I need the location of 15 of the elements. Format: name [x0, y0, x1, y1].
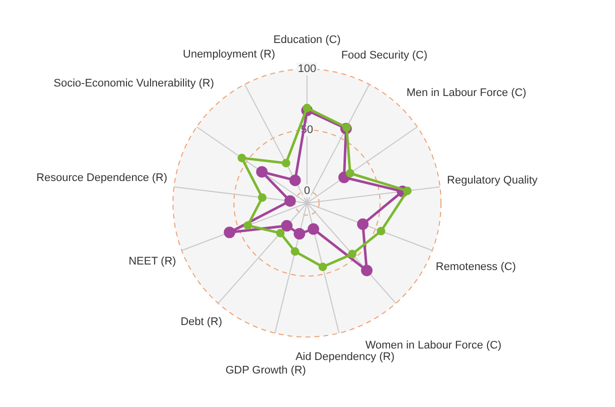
spoke-label: Resource Dependence (R) — [36, 172, 168, 184]
spoke-label: Aid Dependency (R) — [295, 351, 395, 364]
spoke-label: NEET (R) — [128, 256, 176, 268]
y-tick-label: 0 — [304, 184, 310, 197]
spoke-label: Remoteness (C) — [436, 261, 516, 274]
spoke-label: Men in Labour Force (C) — [406, 86, 526, 99]
spoke-label: Education (C) — [273, 34, 341, 46]
spoke-label: Women in Labour Force (C) — [365, 340, 502, 352]
spoke-label: Debt (R) — [180, 316, 222, 328]
spoke-label: Socio-Economic Vulnerability (R) — [54, 78, 214, 90]
spoke-label: Food Security (C) — [341, 50, 428, 62]
spoke-label: Regulatory Quality — [447, 174, 538, 187]
y-tick-label: 100 — [298, 63, 316, 76]
spoke-label: Unemployment (R) — [182, 48, 276, 60]
spoke-label: GDP Growth (R) — [225, 364, 306, 376]
